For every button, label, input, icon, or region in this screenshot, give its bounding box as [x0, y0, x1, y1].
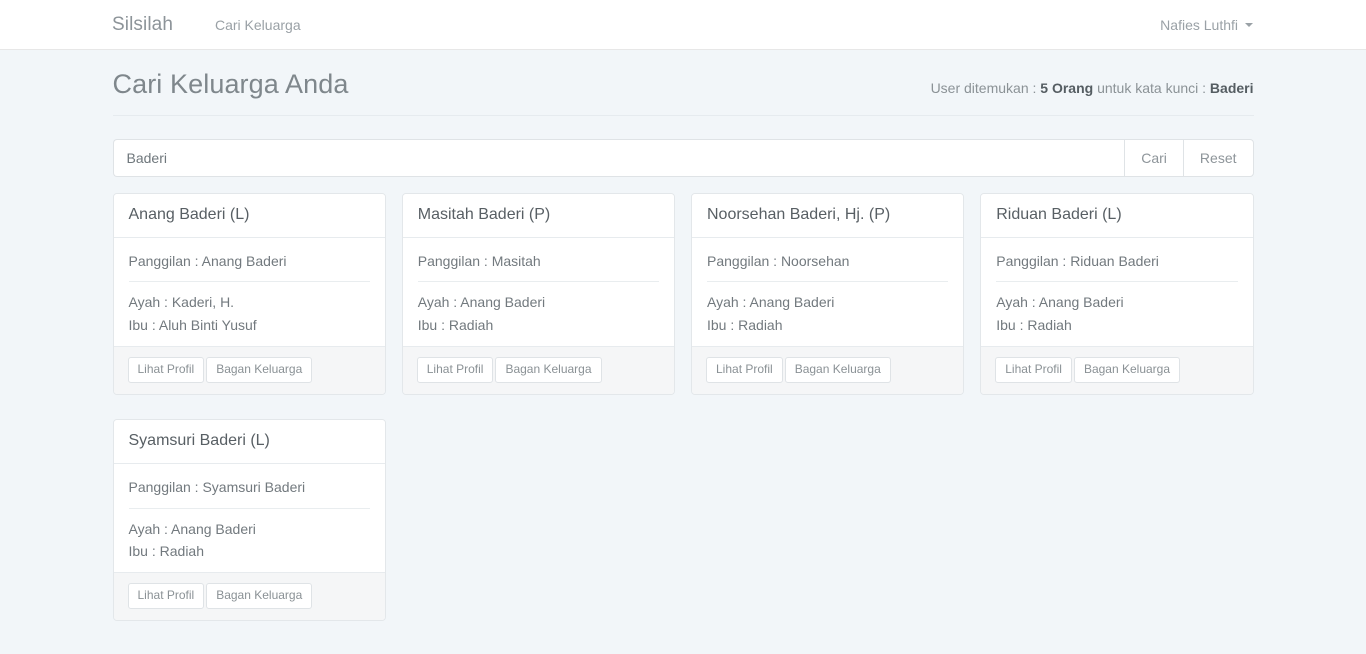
person-card-body: Panggilan : Masitah Ayah : Anang Baderi …: [403, 238, 674, 347]
person-father: Ayah : Anang Baderi: [417, 294, 546, 311]
person-nickname: Panggilan : Anang Baderi: [128, 252, 287, 269]
main-container: Cari Keluarga Anda User ditemukan : 5 Or…: [112, 50, 1254, 645]
result-count: 5 Orang: [1040, 80, 1094, 96]
search-results-grid: Anang Baderi (L) Panggilan : Anang Bader…: [105, 193, 1262, 645]
person-father: Ayah : Anang Baderi: [996, 294, 1124, 311]
result-keyword: Baderi: [1209, 80, 1254, 96]
user-menu-label: Nafies Luthfi: [1160, 17, 1238, 33]
result-card-col: Riduan Baderi (L) Panggilan : Riduan Bad…: [972, 193, 1261, 396]
view-profile-button[interactable]: Lihat Profil: [416, 357, 494, 384]
person-card-footer: Lihat Profil Bagan Keluarga: [402, 346, 674, 395]
person-parents: Ayah : Anang Baderi Ibu : Radiah: [129, 518, 370, 563]
person-parents: Ayah : Anang Baderi Ibu : Radiah: [996, 291, 1237, 336]
search-result-summary: User ditemukan : 5 Orang untuk kata kunc…: [931, 80, 1254, 97]
brand-logo[interactable]: Silsilah: [112, 14, 173, 35]
result-card-col: Masitah Baderi (P) Panggilan : Masitah A…: [394, 193, 683, 396]
search-submit-button[interactable]: Cari: [1124, 139, 1183, 178]
search-bar-row: Cari Reset: [112, 139, 1254, 178]
person-name: Syamsuri Baderi (L): [128, 432, 270, 450]
person-father: Ayah : Anang Baderi: [128, 520, 256, 537]
person-card-divider: [996, 281, 1238, 283]
person-card-footer: Lihat Profil Bagan Keluarga: [981, 346, 1253, 395]
navbar-right-section: Nafies Luthfi: [1160, 0, 1253, 50]
family-chart-button[interactable]: Bagan Keluarga: [206, 583, 313, 610]
person-mother: Ibu : Radiah: [996, 316, 1072, 333]
page-title: Cari Keluarga Anda: [112, 69, 349, 99]
person-nickname: Panggilan : Noorsehan: [707, 252, 850, 269]
person-nickname: Panggilan : Masitah: [417, 252, 541, 269]
person-name: Noorsehan Baderi, Hj. (P): [707, 206, 891, 224]
nav-item-cari-keluarga[interactable]: Cari Keluarga: [215, 16, 301, 33]
view-profile-button[interactable]: Lihat Profil: [995, 357, 1072, 384]
person-card-body: Panggilan : Riduan Baderi Ayah : Anang B…: [981, 238, 1252, 347]
family-chart-button[interactable]: Bagan Keluarga: [495, 357, 602, 384]
person-card: Riduan Baderi (L) Panggilan : Riduan Bad…: [980, 193, 1254, 396]
person-parents: Ayah : Anang Baderi Ibu : Radiah: [418, 291, 659, 336]
person-parents: Ayah : Kaderi, H. Ibu : Aluh Binti Yusuf: [129, 291, 370, 336]
view-profile-button[interactable]: Lihat Profil: [127, 357, 205, 384]
person-name: Masitah Baderi (P): [417, 206, 551, 224]
person-nickname: Panggilan : Syamsuri Baderi: [128, 478, 306, 495]
person-card: Noorsehan Baderi, Hj. (P) Panggilan : No…: [691, 193, 965, 396]
person-mother: Ibu : Aluh Binti Yusuf: [128, 316, 257, 333]
person-card: Masitah Baderi (P) Panggilan : Masitah A…: [401, 193, 675, 396]
view-profile-button[interactable]: Lihat Profil: [706, 357, 783, 384]
top-navbar: Silsilah Cari Keluarga Nafies Luthfi: [0, 0, 1366, 50]
person-card-footer: Lihat Profil Bagan Keluarga: [113, 346, 385, 395]
person-card-header: Noorsehan Baderi, Hj. (P): [692, 194, 964, 238]
person-card-divider: [128, 507, 370, 509]
search-input-group: Cari Reset: [112, 139, 1254, 178]
person-mother: Ibu : Radiah: [128, 542, 205, 559]
person-card-header: Anang Baderi (L): [113, 194, 385, 238]
result-card-col: Syamsuri Baderi (L) Panggilan : Syamsuri…: [105, 419, 394, 622]
person-card-body: Panggilan : Anang Baderi Ayah : Kaderi, …: [114, 238, 385, 347]
person-card-header: Masitah Baderi (P): [402, 194, 674, 238]
person-card: Anang Baderi (L) Panggilan : Anang Bader…: [112, 193, 386, 396]
person-card-header: Riduan Baderi (L): [981, 194, 1253, 238]
user-menu-dropdown[interactable]: Nafies Luthfi: [1160, 17, 1253, 33]
person-nickname: Panggilan : Riduan Baderi: [996, 252, 1159, 269]
person-father: Ayah : Anang Baderi: [707, 294, 835, 311]
page-header: Cari Keluarga Anda User ditemukan : 5 Or…: [113, 50, 1254, 100]
result-card-col: Noorsehan Baderi, Hj. (P) Panggilan : No…: [683, 193, 972, 396]
result-prefix-text: User ditemukan :: [930, 80, 1041, 96]
person-card-divider: [707, 281, 949, 283]
person-card-footer: Lihat Profil Bagan Keluarga: [113, 572, 385, 621]
family-chart-button[interactable]: Bagan Keluarga: [206, 357, 313, 384]
person-card-body: Panggilan : Syamsuri Baderi Ayah : Anang…: [114, 464, 385, 573]
person-mother: Ibu : Radiah: [707, 316, 783, 333]
result-middle-text: untuk kata kunci :: [1093, 80, 1210, 96]
person-name: Riduan Baderi (L): [996, 206, 1122, 224]
caret-down-icon: [1245, 23, 1253, 27]
search-reset-button[interactable]: Reset: [1182, 139, 1254, 178]
family-chart-button[interactable]: Bagan Keluarga: [784, 357, 891, 384]
family-chart-button[interactable]: Bagan Keluarga: [1073, 357, 1181, 384]
view-profile-button[interactable]: Lihat Profil: [127, 583, 205, 610]
person-card-divider: [128, 281, 370, 283]
person-parents: Ayah : Anang Baderi Ibu : Radiah: [707, 291, 948, 336]
person-mother: Ibu : Radiah: [417, 316, 494, 333]
person-card-body: Panggilan : Noorsehan Ayah : Anang Bader…: [692, 238, 963, 347]
result-card-col: Anang Baderi (L) Panggilan : Anang Bader…: [105, 193, 394, 396]
search-input[interactable]: [112, 139, 1125, 178]
page-header-divider: [112, 115, 1254, 117]
person-name: Anang Baderi (L): [128, 206, 250, 224]
person-card-footer: Lihat Profil Bagan Keluarga: [692, 346, 964, 395]
person-card-header: Syamsuri Baderi (L): [113, 420, 385, 464]
person-card-divider: [417, 281, 659, 283]
person-father: Ayah : Kaderi, H.: [128, 294, 235, 311]
person-card: Syamsuri Baderi (L) Panggilan : Syamsuri…: [112, 419, 386, 622]
